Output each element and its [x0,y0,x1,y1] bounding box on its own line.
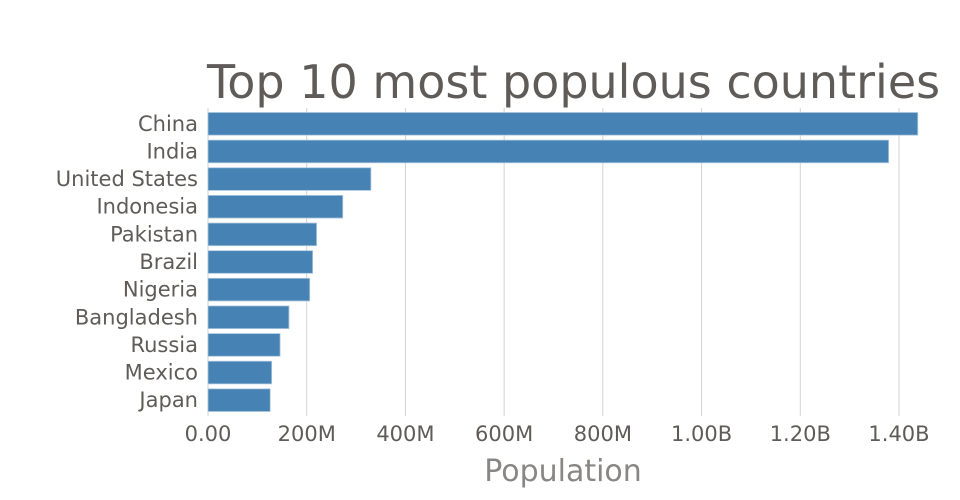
bar-pakistan [207,222,317,247]
bar-china [207,112,919,136]
category-label: Mexico [125,361,198,385]
x-tick-label: 400M [376,422,434,446]
x-tick-label: 600M [475,422,533,446]
category-label: Russia [130,333,198,357]
category-label: China [138,112,198,136]
bars [207,112,919,412]
category-label: Japan [137,388,198,412]
chart-title: Top 10 most populous countries [206,55,940,109]
bar-nigeria [207,277,311,302]
bar-indonesia [207,195,344,219]
x-tick-label: 800M [574,422,632,446]
category-label: India [146,139,198,163]
x-axis-label: Population [484,454,642,489]
category-label: United States [56,167,198,191]
x-tick-label: 0.00 [185,422,232,446]
x-tick-label: 1.20B [770,422,831,446]
bar-india [207,139,890,164]
bar-japan [207,388,271,412]
bar-russia [207,333,281,357]
category-label: Pakistan [110,222,198,246]
category-label: Brazil [139,250,198,274]
x-tick-label: 1.00B [671,422,732,446]
x-tick-label: 200M [278,422,336,446]
x-tick-label: 1.40B [868,422,929,446]
x-tick-labels: 0.00 200M 400M 600M 800M 1.00B 1.20B 1.40B [185,422,930,446]
category-label: Indonesia [96,195,198,219]
bar-mexico [207,360,273,385]
bar-bangladesh [207,305,290,329]
category-label: Nigeria [123,278,198,302]
category-labels: China India United States Indonesia Pakistan… [56,112,198,412]
bar-brazil [207,250,314,274]
bar-united-states [207,167,372,191]
category-label: Bangladesh [75,305,198,329]
